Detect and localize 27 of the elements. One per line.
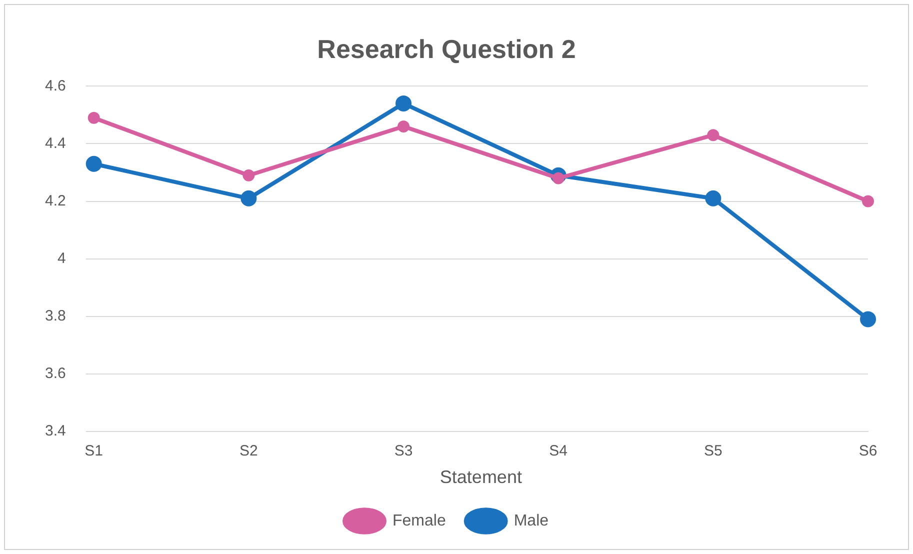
point: [705, 190, 722, 206]
chart-title: Research Question 2: [317, 34, 576, 64]
point: [862, 195, 874, 208]
x-tick-label: S4: [549, 442, 568, 460]
x-axis-title: Statement: [440, 467, 522, 488]
x-tick-label: S6: [858, 442, 878, 460]
point: [707, 129, 720, 142]
point: [240, 190, 257, 206]
x-tick-label: S1: [84, 442, 104, 460]
legend-label: Female: [392, 512, 446, 530]
y-tick-label: 3.6: [44, 365, 66, 382]
point: [86, 156, 102, 172]
x-tick-label: S2: [240, 442, 258, 460]
point: [396, 95, 412, 112]
y-tick-label: 4: [58, 250, 66, 267]
y-tick-label: 3.8: [44, 307, 66, 324]
point: [242, 169, 255, 182]
x-tick-label: S3: [394, 442, 413, 460]
point: [860, 311, 876, 328]
legend-label: Male: [514, 512, 549, 530]
y-tick-label: 3.4: [44, 422, 66, 440]
y-tick-label: 4.6: [44, 77, 66, 94]
point: [398, 120, 410, 132]
point: [88, 112, 100, 124]
x-tick-label: S5: [704, 442, 722, 460]
y-tick-label: 4.4: [44, 134, 66, 152]
y-tick-label: 4.2: [44, 192, 66, 210]
